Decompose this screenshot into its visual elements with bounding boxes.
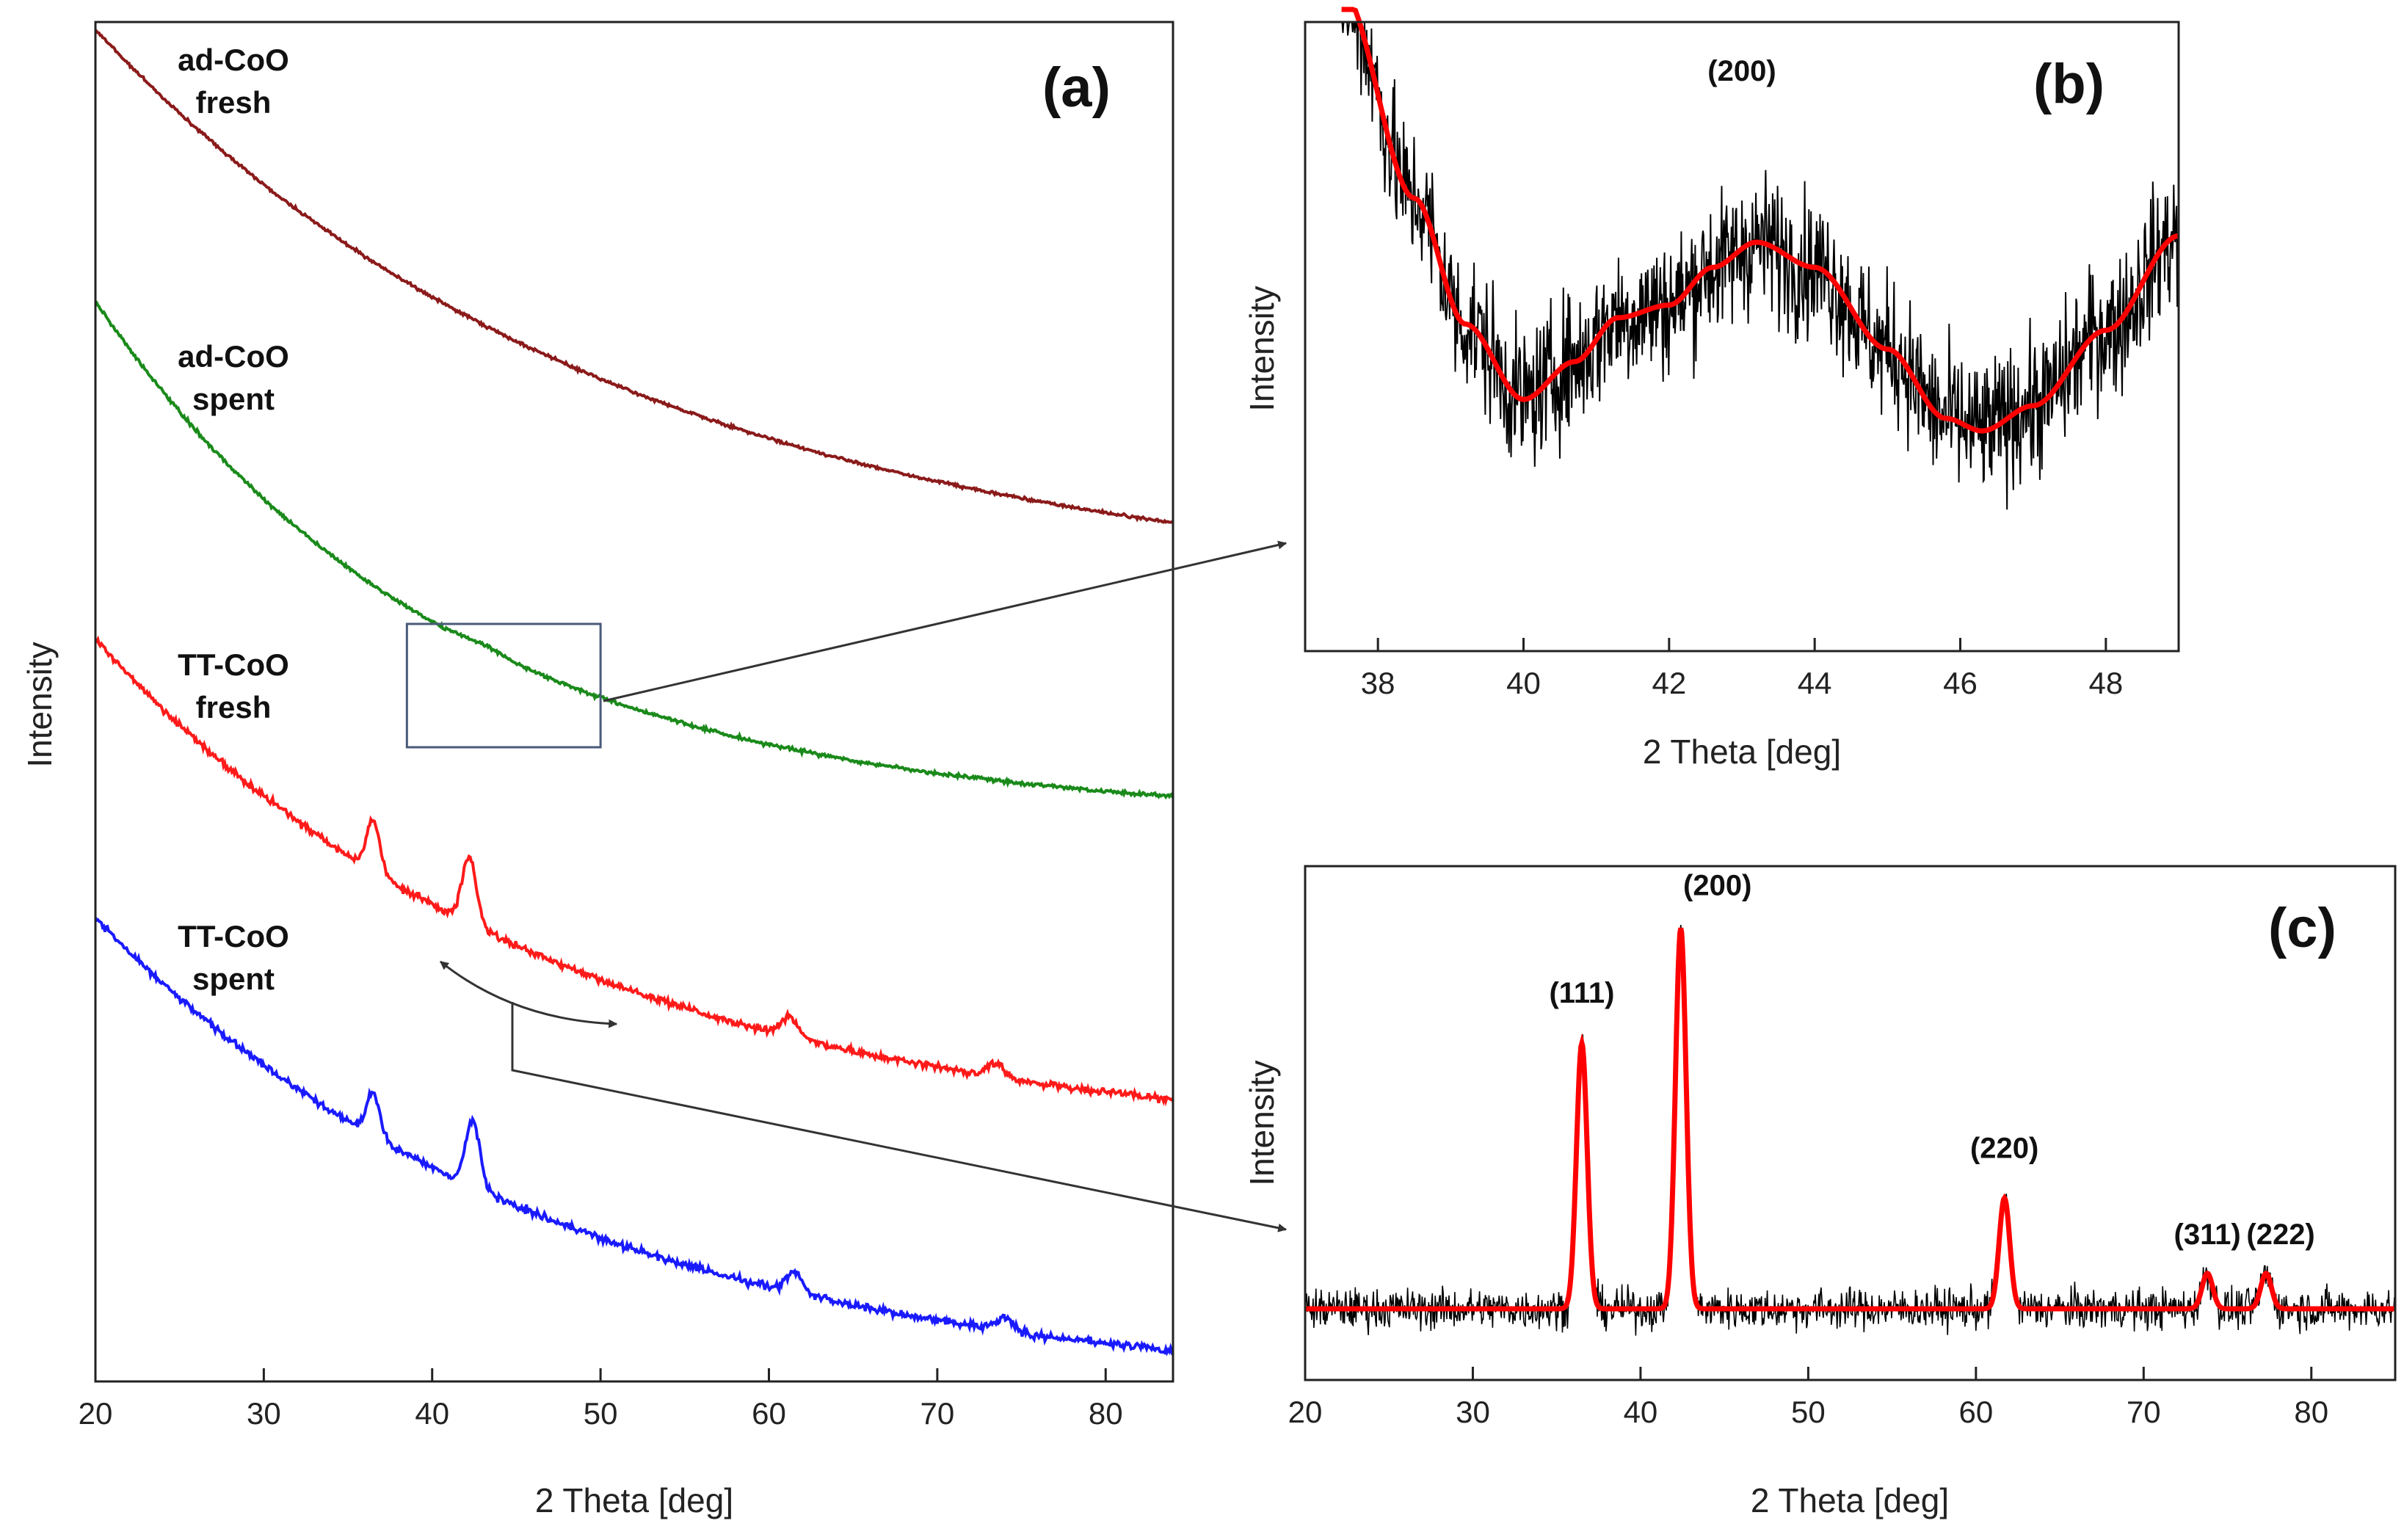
panel-a-series-line	[94, 300, 1174, 800]
panel-c: 20 30 40 50 60 70 80 (111) (200) (220) (311) (222)…	[1243, 865, 2397, 1519]
panel-a-frame	[94, 21, 1174, 1383]
panel-a-x-tick-label: 60	[752, 1396, 786, 1431]
panel-b-fit-curve	[1341, 7, 2179, 434]
panel-c-raw-trace	[1304, 924, 2396, 1336]
panel-a-series-line	[94, 635, 1174, 1107]
panel-a-x-tick-label: 20	[79, 1396, 113, 1431]
panel-c-peak-labels: (111) (200) (220) (311) (222)	[1549, 869, 2314, 1250]
panel-c-x-tick-label: 50	[1791, 1395, 1826, 1429]
panel-a-x-label: 2 Theta [deg]	[535, 1481, 733, 1519]
peak-label: (111)	[1549, 977, 1614, 1009]
panel-c-x-tick-label: 30	[1456, 1395, 1490, 1429]
panel-c-tag: (c)	[2268, 897, 2336, 959]
panel-c-y-label: Intensity	[1243, 1060, 1281, 1185]
zoom-connector-arrow	[603, 540, 1288, 702]
panel-b-peak-label: (200)	[1707, 55, 1776, 87]
panel-a-x-tick-label: 40	[415, 1396, 449, 1431]
series-label: spent	[192, 962, 275, 996]
panel-c-x-tick-label: 60	[1958, 1395, 1993, 1429]
panel-b-x-tick-label: 38	[1361, 666, 1395, 700]
panel-c-x-tick-label: 80	[2294, 1395, 2328, 1429]
panel-b-y-label: Intensity	[1243, 286, 1281, 411]
panel-a-series-line	[94, 29, 1174, 524]
panel-b-raw-line	[1341, 21, 2179, 510]
series-label: fresh	[196, 85, 272, 120]
series-label: TT-CoO	[178, 647, 289, 682]
panel-a-x-tick-label: 50	[584, 1396, 618, 1431]
panel-c-raw-line	[1304, 924, 2396, 1336]
panel-c-x-tick-label: 20	[1288, 1395, 1323, 1429]
panel-b-x-tick-label: 40	[1506, 666, 1541, 700]
panel-c-frame	[1304, 865, 2397, 1381]
panel-a-tag: (a)	[1042, 57, 1111, 119]
panel-b-x-tick-label: 48	[2088, 666, 2123, 700]
curved-double-arrow	[440, 960, 618, 1028]
panel-a-x-ticks: 20 30 40 50 60 70 80	[79, 1368, 1123, 1431]
panel-c-x-tick-label: 40	[1624, 1395, 1658, 1429]
series-label: TT-CoO	[178, 919, 289, 954]
peak-label: (200)	[1683, 869, 1751, 901]
series-label: ad-CoO	[178, 339, 289, 374]
panel-a: ad-CoO fresh ad-CoO spent TT-CoO fresh TT-CoO s…	[21, 21, 1174, 1519]
panel-b-x-label: 2 Theta [deg]	[1643, 733, 1841, 771]
series-label: ad-CoO	[178, 43, 289, 77]
panel-b-x-tick-label: 42	[1652, 666, 1686, 700]
panel-b-x-ticks: 38 40 42 44 46 48	[1361, 638, 2123, 700]
panel-b-tag: (b)	[2033, 53, 2105, 115]
panel-a-series-labels: ad-CoO fresh ad-CoO spent TT-CoO fresh TT-CoO s…	[178, 43, 289, 996]
panel-c-x-label: 2 Theta [deg]	[1751, 1481, 1949, 1519]
panel-a-x-tick-label: 30	[247, 1396, 281, 1431]
panel-a-x-tick-label: 70	[920, 1396, 955, 1431]
peak-label: (220)	[1970, 1132, 2038, 1164]
panel-b-frame	[1304, 21, 2180, 653]
panel-b-x-tick-label: 44	[1798, 666, 1832, 700]
panel-a-y-label: Intensity	[21, 642, 59, 767]
panel-c-fit-curve	[1305, 927, 2395, 1312]
panel-a-x-tick-label: 80	[1089, 1396, 1123, 1431]
series-label: fresh	[196, 690, 272, 724]
peak-label: (222)	[2246, 1218, 2314, 1251]
panel-b-raw-trace	[1341, 21, 2179, 510]
panel-c-x-ticks: 20 30 40 50 60 70 80	[1288, 1367, 2328, 1429]
panel-c-connector-arrow	[511, 1002, 1288, 1232]
panel-a-series-line	[94, 917, 1174, 1356]
zoom-box	[405, 622, 602, 749]
peak-label: (311)	[2174, 1218, 2241, 1251]
zoom-box-rect	[405, 622, 602, 749]
panel-a-series	[94, 29, 1174, 1356]
series-label: spent	[192, 382, 275, 416]
panel-b-x-tick-label: 46	[1943, 666, 1978, 700]
panel-c-x-tick-label: 70	[2127, 1395, 2161, 1429]
panel-b: 38 40 42 44 46 48 (b) (200) 2 Theta [deg] Int…	[1243, 7, 2180, 771]
